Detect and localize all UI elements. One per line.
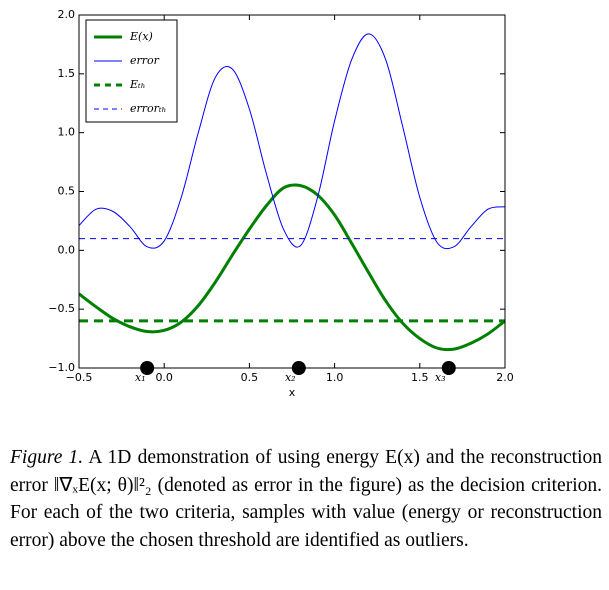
x-tick-label: 1.5 <box>411 371 429 384</box>
series-line <box>79 183 505 352</box>
caption: Figure 1. A 1D demonstration of using en… <box>10 444 602 554</box>
y-tick-label: −0.5 <box>48 302 75 315</box>
annotation: x₃ <box>435 371 446 384</box>
y-tick-label: 1.0 <box>58 126 76 139</box>
caption-text: A 1D demonstration of using energy E(x) … <box>10 447 602 551</box>
x-tick-label: 2.0 <box>496 371 514 384</box>
x-tick-label: 0.0 <box>155 371 173 384</box>
annotation: x₂ <box>285 371 296 384</box>
x-tick-label: −0.5 <box>66 371 93 384</box>
y-tick-label: 0.5 <box>58 185 76 198</box>
legend-label: E(x) <box>129 30 153 43</box>
y-tick-label: 1.5 <box>58 67 76 80</box>
y-tick-label: 2.0 <box>58 8 76 21</box>
legend-label: errorₜₕ <box>130 102 166 115</box>
x-tick-label: 1.0 <box>326 371 344 384</box>
y-tick-label: 0.0 <box>58 243 76 256</box>
chart: x −0.5 0.0 0.5 1.0 1.5 2.0 2.0 1.5 1.0 0.5 0.0 −0.5… <box>48 8 514 399</box>
legend-label: error <box>130 54 160 67</box>
caption-label: Figure 1. <box>10 447 84 468</box>
annotation: x₁ <box>135 371 146 384</box>
x-tick-label: 0.5 <box>241 371 259 384</box>
sample-point <box>291 361 306 375</box>
x-axis-label: x <box>289 386 296 399</box>
sample-point <box>441 361 456 375</box>
sample-point <box>140 361 155 375</box>
series-line <box>79 33 505 250</box>
y-tick-label: −1.0 <box>48 361 75 374</box>
legend-label: Eₜₕ <box>129 78 146 91</box>
